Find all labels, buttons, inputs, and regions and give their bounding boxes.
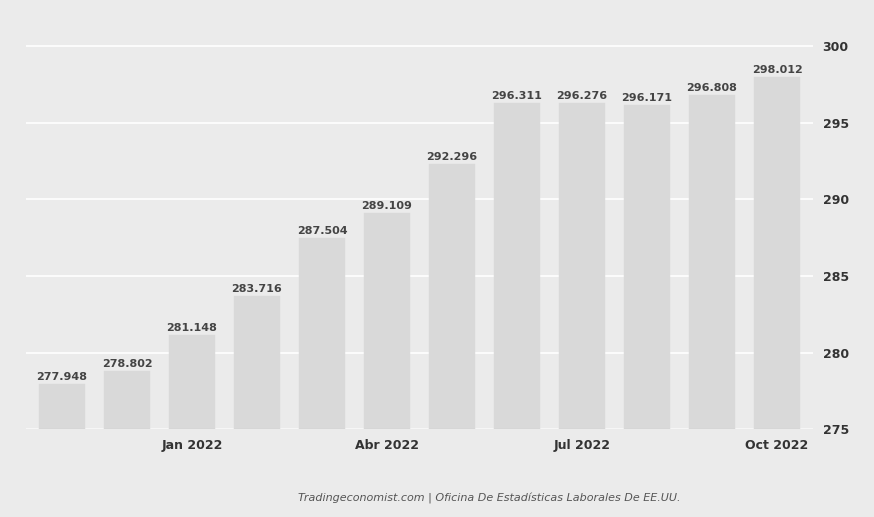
Text: 296.276: 296.276: [557, 92, 607, 101]
Bar: [624, 105, 670, 429]
Text: 277.948: 277.948: [37, 372, 87, 382]
Bar: [38, 384, 86, 429]
Text: 283.716: 283.716: [232, 284, 282, 294]
Text: 292.296: 292.296: [427, 153, 477, 162]
Bar: [689, 95, 735, 429]
Bar: [169, 335, 215, 429]
Text: 278.802: 278.802: [101, 359, 152, 369]
Bar: [104, 371, 150, 429]
Text: 281.148: 281.148: [167, 323, 218, 333]
Text: 287.504: 287.504: [296, 226, 347, 236]
Bar: [428, 164, 475, 429]
Bar: [494, 103, 540, 429]
Text: Tradingeconomist.com | Oficina De Estadísticas Laborales De EE.UU.: Tradingeconomist.com | Oficina De Estadí…: [298, 493, 681, 504]
Text: 296.311: 296.311: [491, 91, 543, 101]
Text: 296.171: 296.171: [621, 93, 673, 103]
Text: 296.808: 296.808: [687, 83, 738, 93]
Text: 298.012: 298.012: [752, 65, 802, 75]
Bar: [233, 296, 281, 429]
Bar: [299, 238, 345, 429]
Bar: [364, 213, 411, 429]
Bar: [558, 103, 606, 429]
Bar: [753, 77, 801, 429]
Text: 289.109: 289.109: [362, 201, 413, 211]
